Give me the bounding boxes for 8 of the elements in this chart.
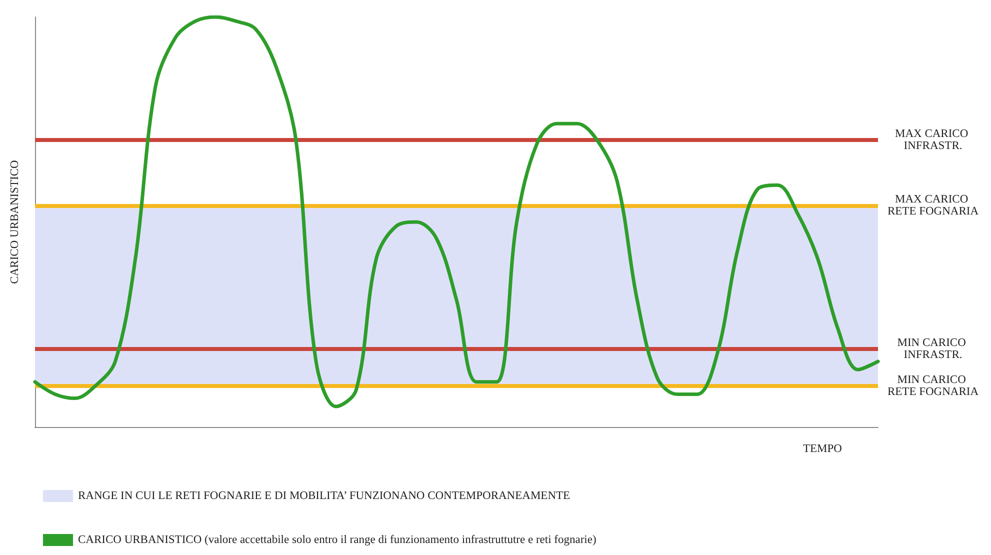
ref-line-label: MAX CARICO INFRASTR. [894, 128, 972, 152]
legend-label: RANGE IN CUI LE RETI FOGNARIE E DI MOBILITA’ FUNZIONANO CONTEMPORANEAMENTE [78, 490, 570, 502]
x-axis-title: TEMPO [803, 443, 842, 455]
legend-label: CARICO URBANISTICO (valore accettabile solo entro il range di funzionamento infrastruttutre e reti fognarie) [78, 534, 596, 546]
y-axis-title: CARICO URBANISTICO [9, 160, 21, 284]
ref-line-label: MIN CARICO INFRASTR. [897, 337, 969, 362]
ref-line-label: MIN CARICO RETE FOGNARIA [887, 374, 980, 398]
ref-line-label: MAX CARICO RETE FOGNARIA [887, 194, 980, 218]
